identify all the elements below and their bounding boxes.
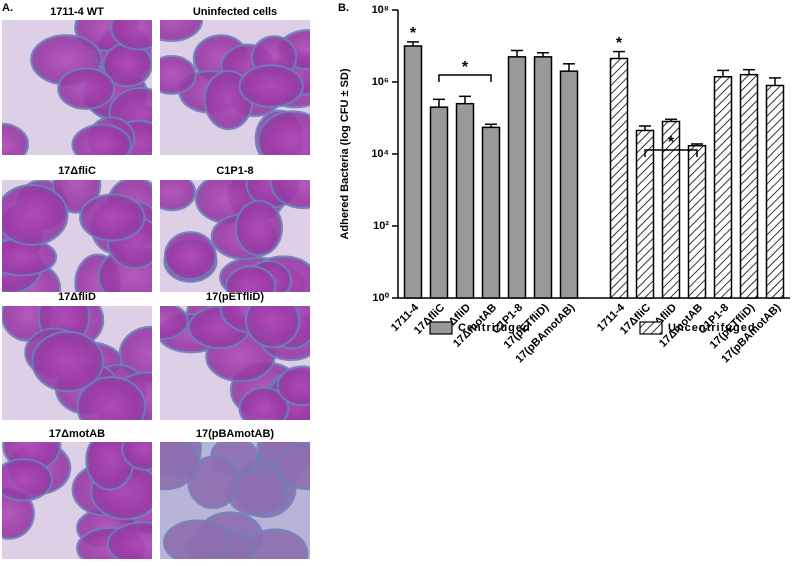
legend-label: Uncentrifuged	[668, 322, 756, 334]
micrograph	[2, 442, 152, 559]
legend-swatch	[639, 321, 663, 335]
cell	[2, 458, 53, 502]
micrograph	[160, 180, 310, 292]
micrograph	[2, 306, 152, 420]
bar	[765, 84, 785, 299]
bar	[687, 144, 707, 299]
bar	[481, 126, 501, 299]
cell	[160, 442, 199, 491]
cell	[238, 64, 304, 108]
micrograph	[160, 20, 310, 155]
legend-swatch	[429, 321, 453, 335]
cell	[276, 365, 310, 407]
micrograph-label: C1P1-8	[216, 165, 253, 177]
micrograph-label: 17(pETfliD)	[206, 291, 264, 303]
micrograph	[2, 180, 152, 292]
bracket	[438, 74, 492, 82]
panel-label: B.	[338, 2, 349, 14]
annotation: *	[462, 59, 469, 76]
bar	[661, 120, 681, 299]
micrograph-label: 17(pBAmotAB)	[196, 428, 275, 440]
bar	[609, 57, 629, 299]
micrograph-label: 1711-4 WT	[50, 6, 104, 18]
cell	[110, 20, 152, 51]
y-tick-label: 10⁴	[371, 148, 389, 160]
cell	[79, 193, 146, 242]
y-tick-label: 10²	[373, 220, 389, 232]
cell	[225, 265, 277, 292]
legend-label: Centrifuged	[458, 322, 531, 334]
cell	[2, 122, 30, 155]
bar	[507, 56, 527, 299]
y-tick-label: 10⁸	[372, 4, 389, 16]
panel-label: A.	[2, 2, 13, 14]
bar	[559, 70, 579, 299]
cell	[57, 67, 115, 111]
micrograph-label: 17ΔmotAB	[49, 428, 105, 440]
micrograph-label: Uninfected cells	[193, 6, 277, 18]
annotation: *	[410, 25, 417, 42]
annotation: *	[668, 134, 675, 151]
annotation: *	[616, 35, 623, 52]
micrograph-label: 17ΔfliD	[58, 291, 96, 303]
y-tick-label: 10⁶	[372, 76, 389, 88]
cell	[160, 54, 197, 95]
y-tick-label: 10⁰	[372, 292, 389, 304]
bar	[429, 106, 449, 299]
micrograph	[160, 306, 310, 420]
y-axis-label: Adhered Bacteria (log CFU ± SD)	[339, 68, 351, 239]
cell	[234, 199, 283, 257]
cell	[76, 375, 147, 420]
bar	[739, 73, 759, 299]
cell	[270, 180, 310, 210]
cell	[160, 180, 197, 212]
cell	[2, 183, 69, 246]
micrograph	[2, 20, 152, 155]
bar	[403, 45, 423, 299]
micrograph-label: 17ΔfliC	[58, 165, 96, 177]
micrograph	[160, 442, 310, 559]
cell	[31, 330, 105, 393]
bar	[533, 56, 553, 299]
cell	[277, 442, 310, 491]
bracket	[644, 149, 698, 157]
cell	[163, 231, 217, 281]
cell	[162, 519, 232, 559]
cell	[121, 442, 152, 471]
bar	[635, 129, 655, 299]
cell	[238, 386, 290, 420]
cell	[106, 521, 152, 559]
cell	[160, 306, 189, 341]
bar	[713, 75, 733, 299]
cell	[257, 110, 310, 155]
cell	[71, 123, 132, 155]
cell	[245, 306, 301, 349]
bar	[455, 102, 475, 299]
cell	[160, 20, 204, 42]
